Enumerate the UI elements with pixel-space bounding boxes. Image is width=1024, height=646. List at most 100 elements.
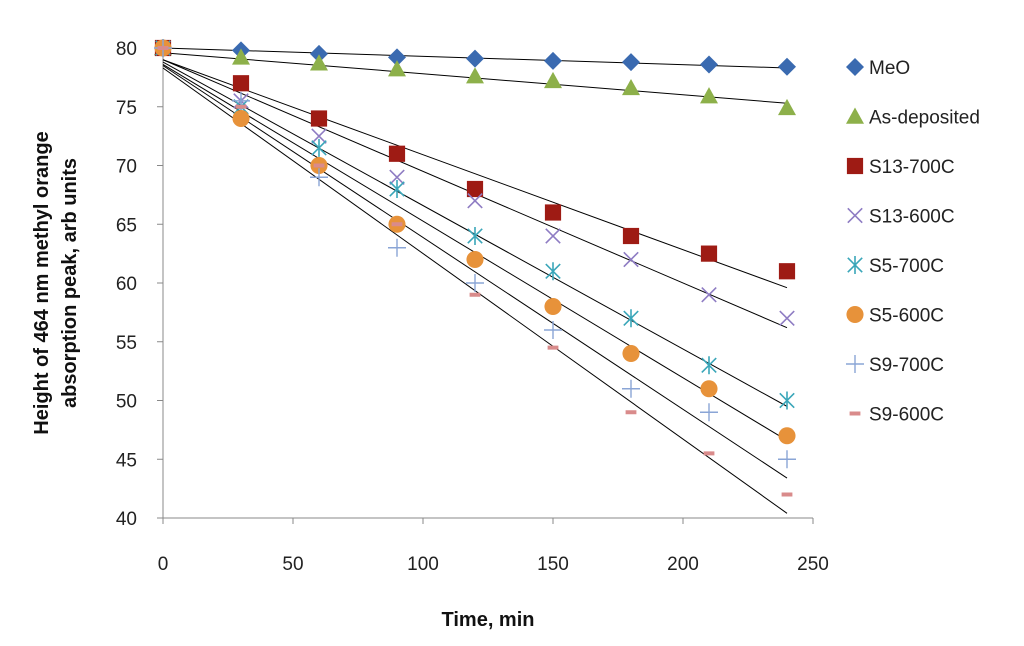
data-point-as-deposited: [700, 87, 718, 104]
data-point-s9-600c: [625, 410, 637, 415]
y-tick-label: 80: [116, 39, 137, 60]
legend-item-s5-700c: S5-700C: [847, 256, 944, 277]
data-point-s13-700c: [544, 204, 562, 221]
legend-item-s5-600c: S5-600C: [846, 306, 944, 327]
data-point-s9-600c: [547, 345, 559, 350]
trendline-s9-700c: [162, 65, 788, 479]
data-point-s13-700c: [232, 75, 250, 92]
data-point-s13-700c: [310, 110, 328, 127]
data-point-s13-700c: [778, 263, 796, 280]
legend-label-s5-600c: S5-600C: [869, 306, 944, 327]
data-point-s13-700c: [388, 145, 406, 162]
legend-marker-s9-700c: [846, 355, 864, 373]
legend-label-s9-600c: S9-600C: [869, 405, 944, 426]
data-point-meo: [544, 51, 562, 70]
data-point-s5-600c: [700, 380, 718, 398]
legend-item-meo: MeO: [846, 58, 910, 79]
data-point-s9-700c: [778, 450, 796, 469]
data-point-as-deposited: [778, 98, 796, 116]
data-point-s9-600c: [391, 222, 403, 227]
data-point-s5-700c: [545, 262, 561, 281]
legend-marker-s5-600c: [846, 305, 864, 324]
data-point-s5-600c: [778, 427, 796, 445]
data-point-s13-700c: [622, 227, 640, 245]
series-s5-700c: [155, 39, 795, 410]
x-tick-label: 0: [158, 554, 169, 575]
data-point-s9-600c: [235, 104, 247, 109]
y-tick-label: 60: [116, 274, 137, 295]
legend-marker-s13-600c: [847, 207, 863, 224]
legend-item-s13-700c: S13-700C: [846, 157, 955, 178]
legend-item-s9-600c: S9-600C: [849, 405, 944, 426]
data-point-s13-600c: [701, 286, 717, 303]
data-point-s13-700c: [700, 245, 718, 262]
data-point-s5-700c: [389, 180, 405, 198]
data-point-s5-600c: [466, 250, 484, 269]
data-point-s13-600c: [311, 128, 327, 144]
y-tick-label: 40: [116, 509, 137, 530]
x-tick-label: 200: [667, 554, 699, 575]
y-axis-title-line-2: absorption peak, arb units: [59, 158, 81, 408]
data-point-meo: [388, 48, 406, 67]
data-point-as-deposited: [466, 67, 484, 84]
legend-marker-s5-700c: [847, 256, 863, 274]
x-tick-label: 100: [407, 554, 439, 575]
data-point-s9-700c: [466, 274, 484, 292]
data-point-s13-600c: [623, 251, 639, 268]
data-point-s13-600c: [545, 228, 561, 244]
legend-label-s5-700c: S5-700C: [869, 256, 944, 277]
data-point-s9-700c: [700, 403, 718, 422]
legend: MeO As-deposited S13-700C S13-600C S5-700C S5…: [846, 58, 980, 426]
series-s9-600c: [157, 46, 793, 497]
legend-label-s9-700c: S9-700C: [869, 355, 944, 376]
data-point-meo: [466, 49, 484, 68]
data-point-s9-700c: [310, 168, 328, 187]
data-point-as-deposited: [388, 60, 406, 77]
data-point-meo: [700, 55, 718, 74]
x-axis-title: Time, min: [442, 609, 535, 631]
data-point-as-deposited: [622, 78, 640, 96]
axes: 0 50 100 150 200 250 40 45 50 55 60 65 70 75 80: [116, 39, 829, 575]
data-point-s5-700c: [311, 138, 327, 157]
legend-marker-as-deposited: [846, 107, 864, 124]
data-point-s5-600c: [544, 297, 562, 316]
data-point-s9-600c: [313, 163, 325, 168]
trendline-s13-700c: [162, 59, 788, 289]
data-point-s5-700c: [779, 391, 795, 410]
x-tick-label: 250: [797, 554, 829, 575]
legend-label-meo: MeO: [869, 58, 910, 79]
legend-item-s13-600c: S13-600C: [847, 207, 955, 228]
data-point-s9-700c: [388, 238, 406, 257]
data-point-as-deposited: [544, 71, 562, 89]
legend-marker-s13-700c: [846, 157, 864, 175]
data-point-meo: [622, 53, 640, 72]
y-tick-label: 75: [116, 98, 137, 119]
y-tick-label: 45: [116, 450, 137, 471]
data-point-s13-600c: [467, 192, 483, 209]
x-tick-label: 150: [537, 554, 569, 575]
legend-marker-s9-600c: [849, 411, 861, 416]
data-point-s9-600c: [157, 46, 169, 50]
legend-marker-meo: [846, 58, 864, 76]
legend-label-as-deposited: As-deposited: [869, 108, 980, 129]
data-point-s9-600c: [703, 451, 715, 456]
data-point-s5-700c: [701, 356, 717, 375]
data-point-s5-600c: [622, 344, 640, 363]
data-point-s9-600c: [781, 492, 793, 497]
y-axis-title-line-1: Height of 464 nm methyl orange: [31, 131, 53, 434]
legend-label-s13-700c: S13-700C: [869, 157, 955, 178]
data-point-meo: [310, 44, 328, 63]
legend-item-as-deposited: As-deposited: [846, 107, 980, 129]
data-point-s13-600c: [779, 310, 795, 327]
legend-item-s9-700c: S9-700C: [846, 355, 944, 376]
y-tick-label: 70: [116, 157, 137, 178]
data-point-s9-700c: [622, 379, 640, 398]
data-point-s5-600c: [232, 109, 250, 128]
data-point-meo: [778, 57, 796, 76]
data-point-s13-600c: [389, 169, 405, 186]
data-point-s9-600c: [469, 292, 481, 297]
series-s9-700c: [154, 39, 796, 469]
data-point-s9-700c: [544, 321, 562, 339]
